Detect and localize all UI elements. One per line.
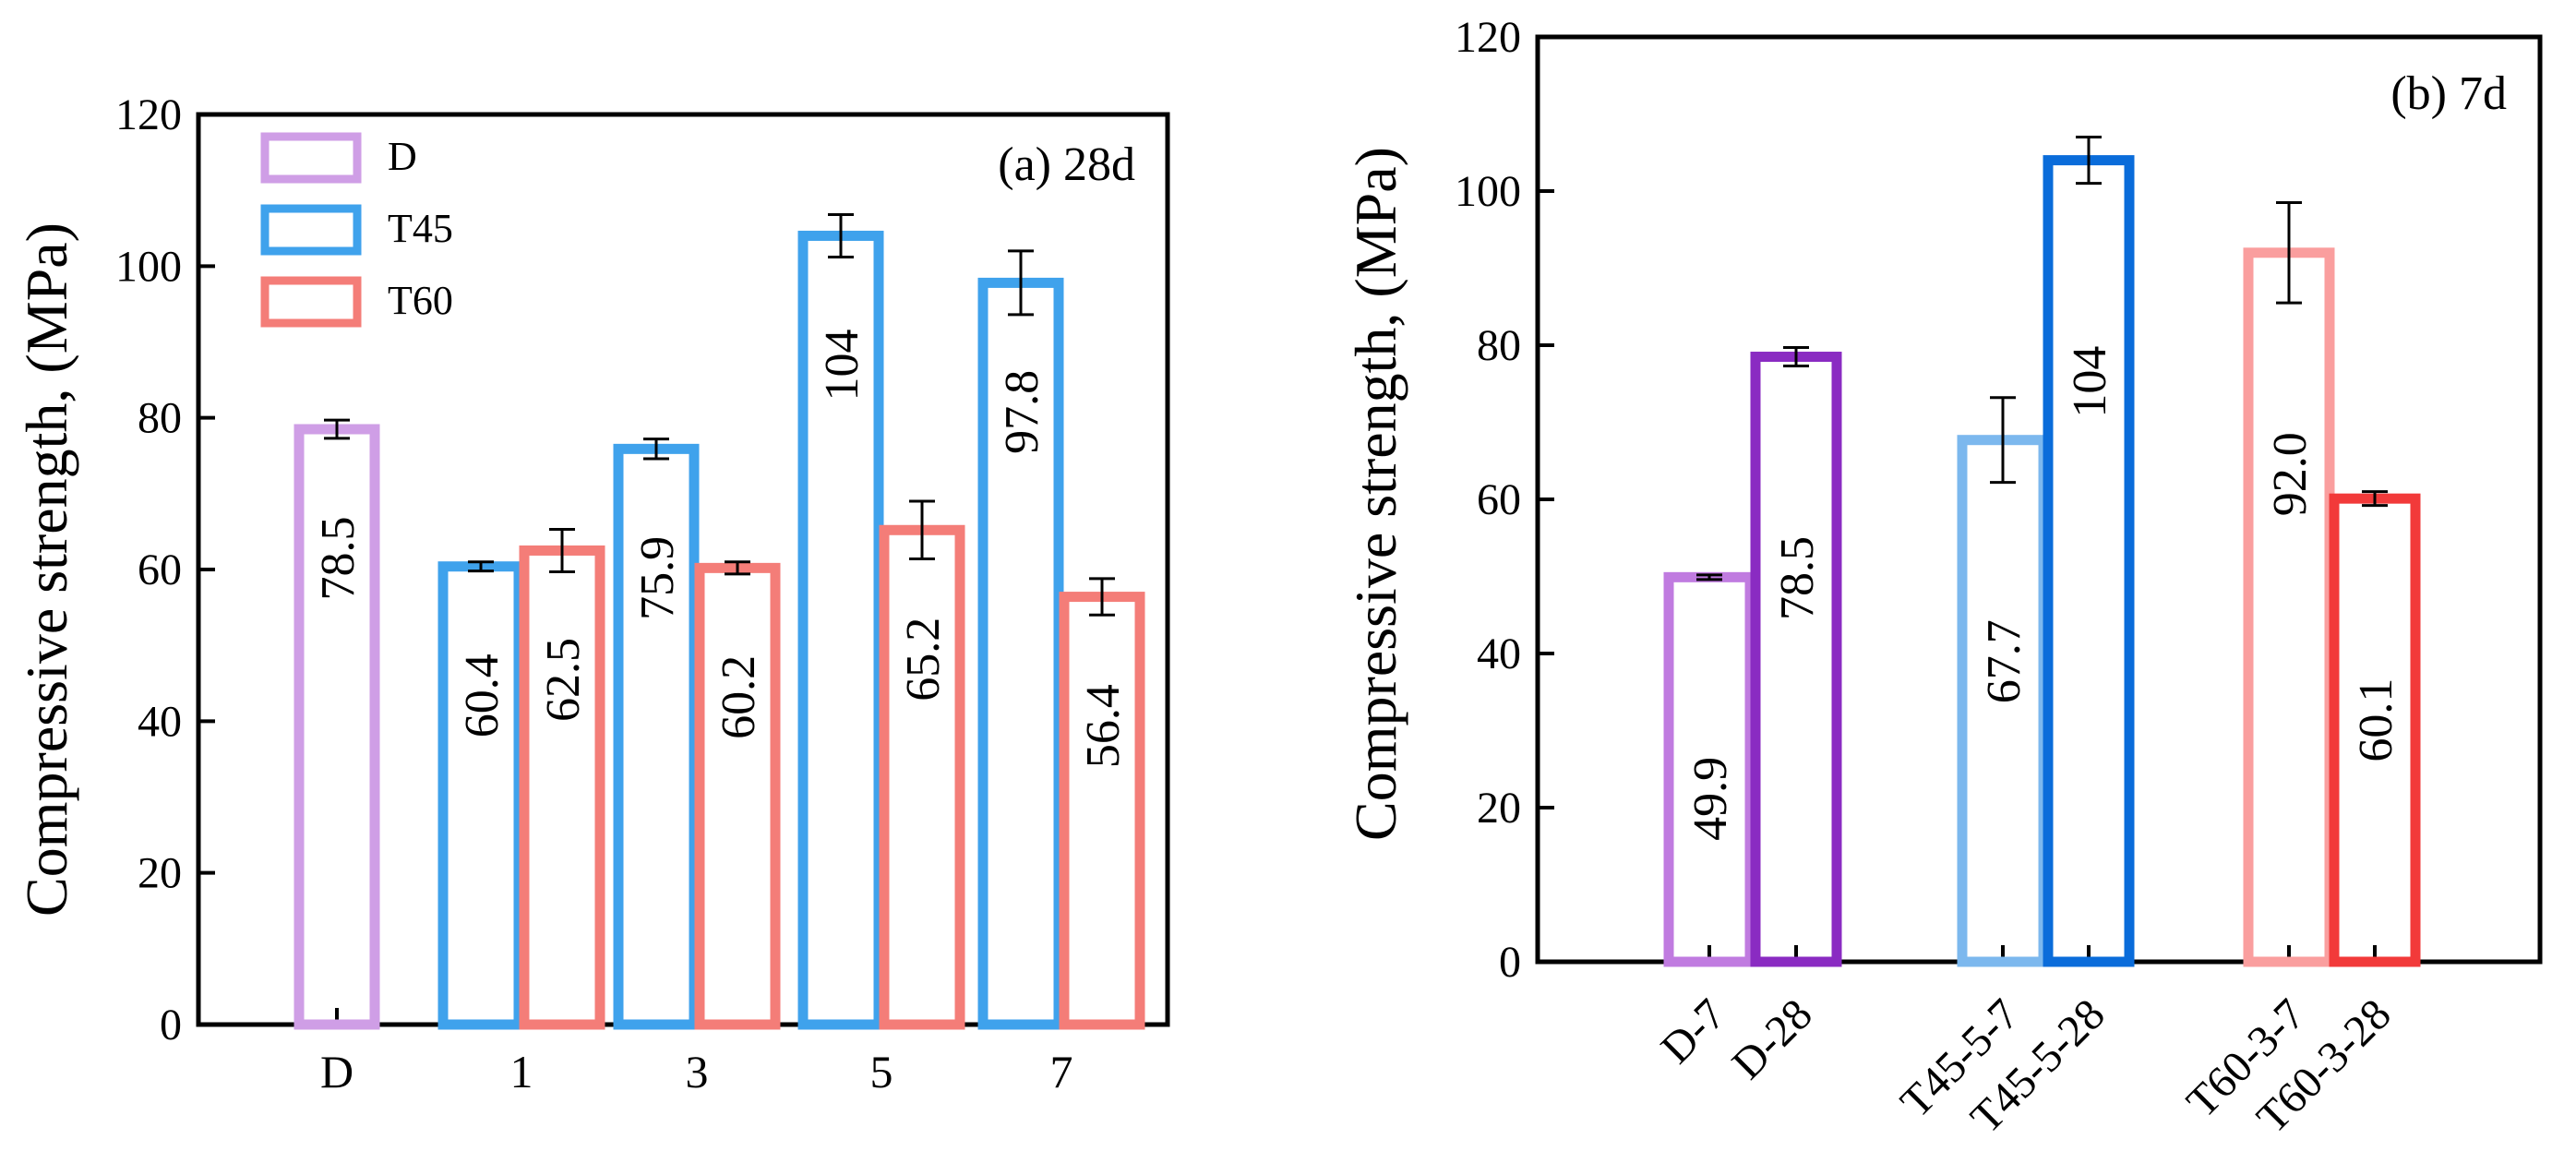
chart-b-y-ticks: 0 20 40 60 80 100 120 xyxy=(1455,13,1554,987)
chart-a-title: (a) 28d xyxy=(998,138,1135,191)
chart-a-t60-data-label: 60.2 xyxy=(713,655,765,739)
chart-a-legend-swatch-d xyxy=(260,132,362,184)
chart-a-x-tick-label: 5 xyxy=(870,1046,893,1097)
chart-a-t45-data-label: 60.4 xyxy=(456,653,509,737)
chart-b-d-28-bar xyxy=(1750,352,1842,967)
chart-a-y-tick-label: 60 xyxy=(138,546,182,594)
chart-b-y-tick-label: 20 xyxy=(1477,784,1521,833)
chart-a-t45-data-label: 75.9 xyxy=(631,536,684,620)
chart-a-x-tick-label: 3 xyxy=(686,1046,709,1097)
chart-a-t60-data-label: 65.2 xyxy=(897,617,950,701)
chart-a-y-tick-label: 0 xyxy=(160,1001,182,1049)
chart-b-y-tick-label: 80 xyxy=(1477,321,1521,370)
chart-b-y-tick-label: 100 xyxy=(1455,167,1521,216)
chart-b-t45-5-28-bar xyxy=(2043,155,2135,967)
chart-b-y-axis-label: Compressive strength, (MPa) xyxy=(1343,147,1408,841)
chart-a-legend-label: T45 xyxy=(388,206,453,251)
chart-a-x-tick-label: 1 xyxy=(510,1046,533,1097)
chart-a-x-tick-label: 7 xyxy=(1050,1046,1073,1097)
chart-b-x-tick-label: D-7 xyxy=(1652,989,1735,1073)
chart-a-t60-bar xyxy=(879,524,965,1030)
chart-a-t45-data-label: 104 xyxy=(816,329,869,401)
chart-a-t60-data-label: 62.5 xyxy=(537,638,590,722)
chart-b-d-28-data-label: 78.5 xyxy=(1771,536,1824,620)
chart-b-y-tick-label: 40 xyxy=(1477,629,1521,678)
chart-b-d-7-data-label: 49.9 xyxy=(1684,757,1737,841)
chart-a-t45-data-label: 97.8 xyxy=(996,370,1048,454)
chart-a-y-tick-label: 40 xyxy=(138,697,182,746)
chart-a-t60-data-label: 56.4 xyxy=(1077,684,1130,768)
chart-a-y-tick-label: 120 xyxy=(115,90,182,139)
chart-a-legend-swatch-t45 xyxy=(260,204,362,256)
chart-a-legend-swatch-t60 xyxy=(260,276,362,328)
chart-b-7d: (b) 7d Compressive strength, (MPa) 0 20 40… xyxy=(1343,13,2543,1143)
chart-b-t60-3-28-data-label: 60.1 xyxy=(2350,678,2402,762)
chart-b-y-tick-label: 120 xyxy=(1455,13,1521,62)
chart-a-d-data-label: 78.5 xyxy=(312,516,365,600)
chart-b-title: (b) 7d xyxy=(2390,67,2507,120)
chart-a-y-tick-label: 80 xyxy=(138,394,182,443)
chart-b-y-tick-label: 60 xyxy=(1477,475,1521,524)
chart-a-y-tick-label: 20 xyxy=(138,849,182,898)
chart-b-t60-3-7-data-label: 92.0 xyxy=(2264,432,2317,516)
chart-a-28d: (a) 28d Compressive strength, (MPa) 0 20 4… xyxy=(14,90,1170,1097)
chart-b-t45-5-28-data-label: 104 xyxy=(2064,346,2116,418)
chart-a-x-tick-label: D xyxy=(320,1046,353,1097)
chart-a-bars: 78.5 60.4 75.9 104 97.8 62.5 60.2 65.2 56.4 xyxy=(294,212,1145,1030)
chart-a-t60-bar xyxy=(519,545,605,1030)
chart-a-y-axis-label: Compressive strength, (MPa) xyxy=(14,222,79,917)
chart-a-legend-label: T60 xyxy=(388,278,453,323)
chart-b-y-tick-label: 0 xyxy=(1499,938,1521,987)
chart-b-t60-3-7-bar xyxy=(2243,247,2335,967)
chart-a-legend: D T45 T60 xyxy=(260,132,453,328)
chart-a-t45-bar xyxy=(437,561,524,1030)
chart-a-t60-bar xyxy=(1059,592,1145,1030)
chart-b-x-tick-label: D-28 xyxy=(1723,989,1822,1088)
chart-a-y-tick-label: 100 xyxy=(115,242,182,291)
chart-a-t45-bar xyxy=(613,443,700,1030)
chart-a-t60-bar xyxy=(694,562,781,1030)
chart-a-y-ticks: 0 20 40 60 80 100 120 xyxy=(115,90,215,1049)
chart-b-bars: 49.9 78.5 67.7 104 92.0 60.1 xyxy=(1663,136,2421,967)
chart-b-t45-5-7-data-label: 67.7 xyxy=(1978,619,2031,703)
chart-a-legend-label: D xyxy=(388,134,417,179)
